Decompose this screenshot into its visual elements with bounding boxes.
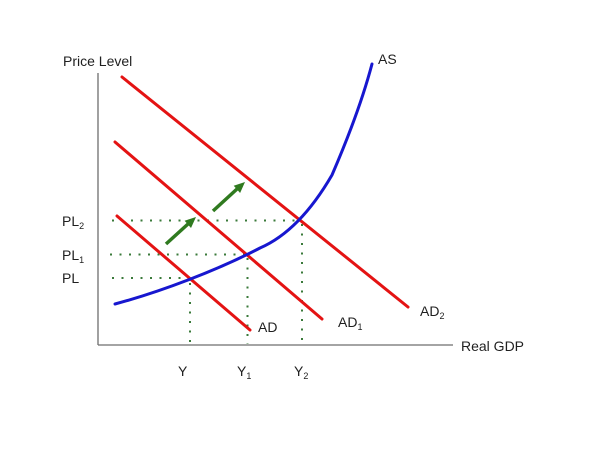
tick-pl2: PL2 [62, 213, 84, 231]
x-axis-title: Real GDP [461, 338, 524, 354]
tick-y: Y [178, 363, 188, 379]
shift-arrow-upper-shaft [211, 187, 239, 213]
as-curve [113, 62, 374, 306]
ad1-curve-label: AD1 [338, 314, 362, 332]
tick-pl1: PL1 [62, 247, 84, 265]
y-axis-title: Price Level [63, 53, 132, 69]
shift-arrow-lower-head [184, 217, 196, 228]
shift-arrow-lower-shaft [164, 222, 190, 246]
ad2-curve-label: AD2 [420, 303, 444, 321]
tick-y1: Y1 [237, 363, 251, 381]
tick-pl: PL [62, 270, 79, 286]
shift-arrow-upper-head [233, 182, 245, 193]
as-curve-label: AS [378, 51, 397, 67]
ad2-curve [120, 75, 410, 309]
ad-curve [115, 214, 252, 332]
shift-arrow-upper [211, 182, 245, 213]
shift-arrow-lower [164, 217, 196, 246]
tick-y2: Y2 [294, 363, 308, 381]
ad-curve-label: AD [258, 319, 277, 335]
ad1-curve [113, 140, 324, 321]
